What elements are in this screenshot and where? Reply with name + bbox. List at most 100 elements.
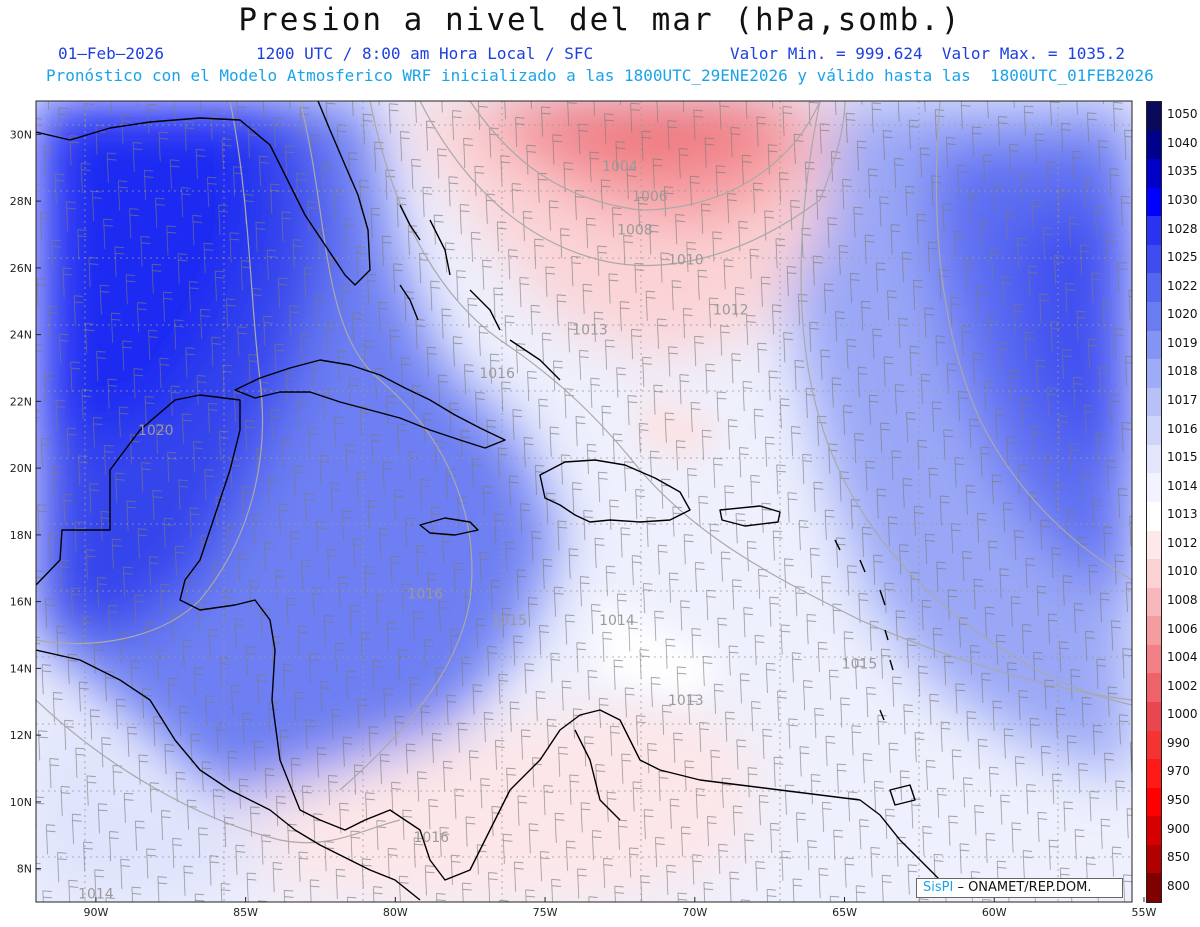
legend-label: 950	[1167, 793, 1190, 807]
lat-label: 8N	[17, 863, 32, 876]
legend-label: 1013	[1167, 507, 1198, 522]
isobar-label-layer: 1004 1006 1008 1010 1012 1013 1016 1020 1016 1015…	[78, 159, 877, 903]
legend-label: 1017	[1167, 393, 1198, 407]
legend-swatch	[1147, 359, 1161, 389]
lat-label: 24N	[10, 329, 32, 342]
isobar-label: 1008	[617, 223, 653, 239]
legend-label: 1022	[1167, 278, 1198, 293]
legend-swatch	[1147, 730, 1161, 760]
legend-label: 850	[1167, 850, 1190, 865]
legend-label: 1040	[1167, 135, 1198, 150]
longitude-labels: 90W 85W 80W 75W 70W 65W 60W 55W	[83, 897, 1157, 919]
legend-label: 1018	[1167, 364, 1198, 379]
legend-label: 1030	[1167, 193, 1198, 207]
model-info: Pronóstico con el Modelo Atmosferico WRF…	[46, 66, 1154, 85]
legend-label: 1010	[1167, 564, 1198, 579]
sispi-logo-text: SisPI	[923, 880, 954, 895]
legend-swatch	[1147, 159, 1161, 189]
legend-swatch	[1147, 759, 1161, 789]
legend-label: 1012	[1167, 535, 1198, 550]
lon-label: 60W	[982, 906, 1007, 919]
legend-swatch	[1147, 787, 1161, 817]
isobar-lines	[36, 101, 1132, 844]
legend-label: 900	[1167, 821, 1190, 836]
legend-swatch	[1147, 502, 1161, 532]
legend-swatch	[1147, 473, 1161, 503]
latitude-labels: 30N 28N 26N 24N 22N 20N 18N 16N 14N 12N 10N 8N	[10, 128, 41, 876]
legend-label: 1025	[1167, 250, 1198, 265]
onamet-credit: – ONAMET/REP.DOM.	[953, 880, 1092, 895]
legend-label: 1019	[1167, 335, 1198, 350]
isobar-label: 1013	[668, 693, 704, 709]
forecast-date: 01–Feb–2026	[58, 44, 164, 63]
isobar-label: 1012	[713, 303, 749, 319]
isobar-label: 1016	[413, 830, 449, 846]
legend-label: 1008	[1167, 593, 1198, 607]
lat-label: 12N	[10, 729, 32, 742]
legend-swatch	[1147, 673, 1161, 703]
lat-label: 18N	[10, 529, 32, 542]
lon-label: 70W	[682, 906, 707, 919]
legend-swatch	[1147, 387, 1161, 417]
legend-swatch	[1147, 702, 1161, 732]
lon-label: 90W	[83, 906, 108, 919]
legend-label: 1028	[1167, 221, 1198, 236]
lat-label: 10N	[10, 796, 32, 809]
legend-swatch	[1147, 587, 1161, 617]
legend-swatch	[1147, 559, 1161, 589]
min-max-values: Valor Min. = 999.624 Valor Max. = 1035.2	[730, 44, 1125, 63]
lon-label: 75W	[533, 906, 558, 919]
legend-swatch	[1147, 244, 1161, 274]
credit-box: SisPI – ONAMET/REP.DOM.	[916, 878, 1123, 898]
isobar-label: 1014	[599, 613, 635, 629]
lat-label: 14N	[10, 662, 32, 675]
lat-label: 26N	[10, 262, 32, 275]
lat-label: 30N	[10, 128, 32, 141]
lon-label: 55W	[1132, 906, 1157, 919]
legend-swatch	[1147, 302, 1161, 332]
isobar-label: 1010	[668, 253, 704, 269]
color-legend	[1146, 101, 1162, 903]
legend-swatch	[1147, 444, 1161, 474]
pressure-shading	[36, 101, 1132, 902]
legend-swatch	[1147, 816, 1161, 846]
isobar-label: 1015	[842, 656, 878, 672]
legend-swatch	[1147, 416, 1161, 446]
legend-swatch	[1147, 530, 1161, 560]
legend-swatch	[1147, 216, 1161, 246]
legend-swatch	[1147, 873, 1161, 903]
legend-label: 970	[1167, 764, 1190, 779]
legend-swatch	[1147, 273, 1161, 303]
isobar-label: 1004	[602, 159, 638, 175]
lat-label: 20N	[10, 462, 32, 475]
isobar-label: 1013	[572, 323, 608, 339]
forecast-time: 1200 UTC / 8:00 am Hora Local / SFC	[256, 44, 594, 63]
legend-swatch	[1147, 187, 1161, 217]
isobar-label: 1006	[632, 189, 668, 205]
isobar-label: 1016	[407, 586, 443, 602]
lat-label: 28N	[10, 195, 32, 208]
lon-label: 80W	[383, 906, 408, 919]
legend-label: 990	[1167, 735, 1190, 750]
legend-label: 1002	[1167, 678, 1198, 693]
map-title: Presion a nivel del mar (hPa,somb.)	[238, 2, 962, 38]
lon-label: 85W	[233, 906, 258, 919]
graticule	[36, 101, 1132, 902]
isobar-label: 1016	[479, 366, 515, 382]
legend-label: 800	[1167, 878, 1190, 893]
legend-swatch	[1147, 644, 1161, 674]
coastlines	[36, 101, 941, 901]
legend-label: 1006	[1167, 621, 1198, 636]
isobar-label: 1015	[491, 613, 527, 629]
legend-swatch	[1147, 844, 1161, 874]
isobar-label: 1014	[78, 887, 114, 903]
map-frame	[35, 100, 1133, 903]
lat-label: 16N	[10, 596, 32, 609]
legend-label: 1035	[1167, 164, 1198, 179]
legend-swatch	[1147, 102, 1161, 132]
legend-label: 1050	[1167, 107, 1198, 122]
legend-label: 1004	[1167, 650, 1198, 665]
legend-label: 1000	[1167, 707, 1198, 722]
legend-label: 1020	[1167, 307, 1198, 322]
